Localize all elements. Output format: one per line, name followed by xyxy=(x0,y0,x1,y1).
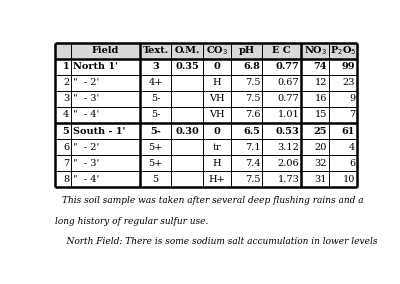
Text: VH: VH xyxy=(209,110,225,120)
Text: 7.1: 7.1 xyxy=(245,143,260,152)
Text: 0.67: 0.67 xyxy=(278,78,300,87)
Text: This soil sample was taken after several deep flushing rains and a: This soil sample was taken after several… xyxy=(62,196,364,205)
Text: 0.30: 0.30 xyxy=(175,127,199,135)
Text: 3.12: 3.12 xyxy=(278,143,300,152)
Text: H: H xyxy=(212,158,221,168)
Text: 0.53: 0.53 xyxy=(276,127,300,135)
Text: 7: 7 xyxy=(63,158,70,168)
Text: 5: 5 xyxy=(153,175,159,184)
Text: NO$_3$: NO$_3$ xyxy=(304,44,327,57)
Text: 20: 20 xyxy=(315,143,327,152)
Text: 7: 7 xyxy=(349,110,355,120)
Text: 23: 23 xyxy=(342,78,355,87)
Text: 2: 2 xyxy=(63,78,70,87)
Text: 1.73: 1.73 xyxy=(278,175,300,184)
Text: O.M.: O.M. xyxy=(174,46,200,55)
Text: 16: 16 xyxy=(315,95,327,103)
Text: 99: 99 xyxy=(342,62,355,71)
Text: 25: 25 xyxy=(314,127,327,135)
Text: P$_2$O$_5$: P$_2$O$_5$ xyxy=(330,44,356,57)
Text: E C: E C xyxy=(272,46,291,55)
Text: tr: tr xyxy=(212,143,221,152)
Text: 0.77: 0.77 xyxy=(276,62,300,71)
Text: 0.35: 0.35 xyxy=(175,62,199,71)
Text: long history of regular sulfur use.: long history of regular sulfur use. xyxy=(55,217,208,225)
Text: 1: 1 xyxy=(63,62,70,71)
Text: 10: 10 xyxy=(343,175,355,184)
Text: 5+: 5+ xyxy=(148,143,163,152)
Text: 0.77: 0.77 xyxy=(278,95,300,103)
Text: Field: Field xyxy=(92,46,119,55)
Text: 7.4: 7.4 xyxy=(245,158,260,168)
Text: 5-: 5- xyxy=(150,127,161,135)
Text: 6.5: 6.5 xyxy=(244,127,260,135)
Text: 74: 74 xyxy=(314,62,327,71)
Text: 7.5: 7.5 xyxy=(245,95,260,103)
Bar xyxy=(55,43,357,59)
Text: 0: 0 xyxy=(214,127,220,135)
Text: "  - 4': " - 4' xyxy=(73,110,100,120)
Text: CO$_3$: CO$_3$ xyxy=(206,44,228,57)
Text: 31: 31 xyxy=(315,175,327,184)
Text: 3: 3 xyxy=(63,95,70,103)
Text: 4: 4 xyxy=(349,143,355,152)
Text: 4: 4 xyxy=(63,110,70,120)
Text: "  - 2': " - 2' xyxy=(73,78,100,87)
Text: 12: 12 xyxy=(315,78,327,87)
Text: North 1': North 1' xyxy=(73,62,118,71)
Text: Text.: Text. xyxy=(143,46,169,55)
Text: South - 1': South - 1' xyxy=(73,127,126,135)
Text: 7.5: 7.5 xyxy=(245,78,260,87)
Text: 5-: 5- xyxy=(151,110,160,120)
Text: 3: 3 xyxy=(152,62,159,71)
Text: "  - 3': " - 3' xyxy=(73,95,100,103)
Text: pH: pH xyxy=(238,46,255,55)
Text: "  - 4': " - 4' xyxy=(73,175,100,184)
Text: 2.06: 2.06 xyxy=(278,158,300,168)
Text: 7.5: 7.5 xyxy=(245,175,260,184)
Text: 32: 32 xyxy=(315,158,327,168)
Text: 15: 15 xyxy=(315,110,327,120)
Text: 6.8: 6.8 xyxy=(244,62,260,71)
Text: "  - 2': " - 2' xyxy=(73,143,100,152)
Text: 5: 5 xyxy=(63,127,70,135)
Text: 9: 9 xyxy=(349,95,355,103)
Text: H: H xyxy=(212,78,221,87)
Text: H+: H+ xyxy=(208,175,225,184)
Text: VH: VH xyxy=(209,95,225,103)
Text: 6: 6 xyxy=(349,158,355,168)
Text: North Field: There is some sodium salt accumulation in lower levels: North Field: There is some sodium salt a… xyxy=(55,237,377,246)
Text: 61: 61 xyxy=(342,127,355,135)
Text: 5+: 5+ xyxy=(148,158,163,168)
Text: 8: 8 xyxy=(63,175,70,184)
Text: 4+: 4+ xyxy=(148,78,163,87)
Text: 7.6: 7.6 xyxy=(245,110,260,120)
Text: "  - 3': " - 3' xyxy=(73,158,100,168)
Text: 1.01: 1.01 xyxy=(278,110,300,120)
Text: 5-: 5- xyxy=(151,95,160,103)
Text: 0: 0 xyxy=(214,62,220,71)
Text: 6: 6 xyxy=(63,143,70,152)
